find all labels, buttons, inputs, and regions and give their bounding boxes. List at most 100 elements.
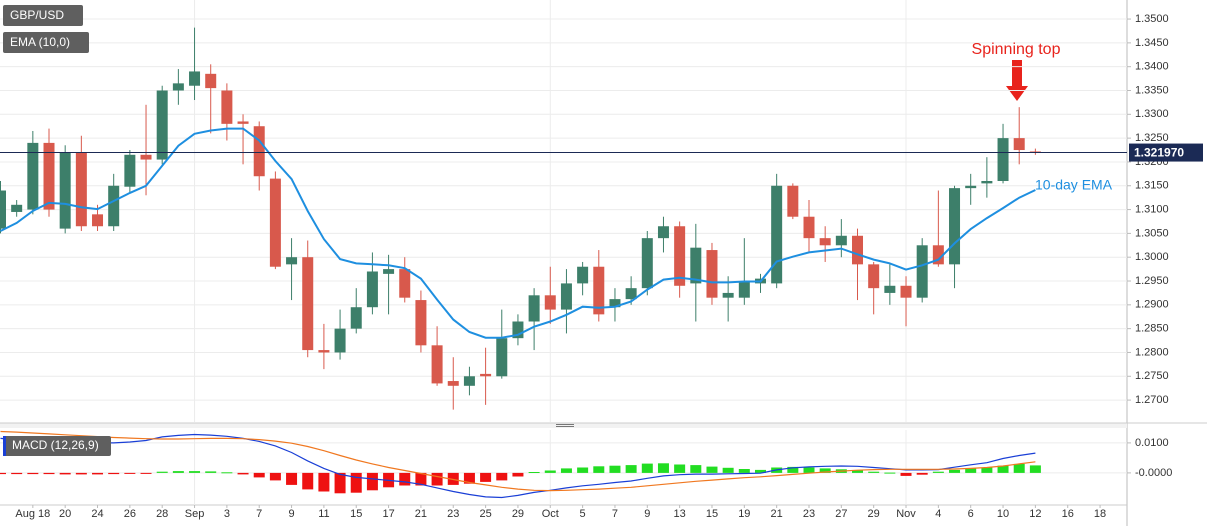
candle-body [447, 381, 459, 386]
histogram-bar [27, 472, 39, 475]
histogram-bar [253, 472, 265, 478]
histogram-bar [399, 472, 411, 486]
histogram-bar [172, 471, 184, 473]
y-tick-label: 1.3500 [1135, 13, 1169, 25]
annotation: Spinning top [972, 41, 1061, 58]
histogram-bar [0, 472, 6, 475]
histogram-bar [124, 472, 136, 474]
candle-body [237, 121, 249, 124]
histogram-bar [625, 465, 637, 473]
legend-label: EMA (10,0) [10, 35, 70, 49]
histogram-bar [803, 467, 815, 473]
panel-separator[interactable] [0, 423, 1127, 428]
histogram-bar [1013, 463, 1025, 473]
candle-body [205, 73, 217, 89]
histogram-bar [965, 468, 977, 473]
x-tick-label: 26 [124, 508, 136, 520]
candle-body [1029, 151, 1041, 153]
histogram-bar [981, 467, 993, 473]
candle-body [884, 285, 896, 293]
legend-box [3, 32, 89, 53]
candle-body [286, 257, 298, 265]
candle-body [415, 300, 427, 346]
x-tick-label: 15 [706, 508, 718, 520]
y-tick-label: 1.3050 [1135, 227, 1169, 239]
histogram-bar [496, 472, 508, 481]
histogram-bar [916, 472, 928, 475]
histogram-bar [59, 472, 71, 475]
candle-body [560, 283, 572, 310]
candle-body [528, 295, 540, 322]
candle-body [852, 235, 864, 265]
histogram-bar [205, 471, 217, 473]
x-tick-label: 23 [803, 508, 815, 520]
legend-marker [3, 436, 6, 456]
candle-body [544, 295, 556, 310]
x-tick-label: 28 [156, 508, 168, 520]
candle-body [868, 264, 880, 289]
y-tick-label: 1.3150 [1135, 180, 1169, 192]
x-tick-label: 4 [935, 508, 941, 520]
candle-body [965, 185, 977, 189]
histogram-bar [754, 469, 766, 473]
x-tick-label: 7 [612, 508, 618, 520]
candle-body [108, 185, 120, 227]
x-tick-label: 23 [447, 508, 459, 520]
legend-box [3, 436, 111, 456]
candle-body [269, 178, 281, 267]
candle-body [657, 226, 669, 239]
histogram-bar [787, 466, 799, 473]
candle-body [124, 154, 136, 187]
histogram-bar [366, 472, 378, 491]
panel-title: MACD (12,26,9) [12, 438, 99, 452]
x-tick-label: 18 [1094, 508, 1106, 520]
x-tick-label: 17 [382, 508, 394, 520]
y-tick-label: 1.3300 [1135, 108, 1169, 120]
candle-body [172, 83, 184, 91]
histogram-bar [544, 470, 556, 473]
candle-body [835, 235, 847, 246]
candle-body [0, 190, 6, 229]
macd-line [0, 430, 1036, 492]
x-tick-label: 13 [674, 508, 686, 520]
histogram-bar [237, 472, 249, 475]
candle-body [771, 185, 783, 284]
histogram-bar [706, 466, 718, 473]
histogram-bar [900, 472, 912, 476]
histogram-bar [75, 472, 87, 475]
histogram-bar [949, 469, 961, 473]
histogram-bar [819, 468, 831, 473]
histogram-bar [334, 472, 346, 494]
candle-body [11, 204, 23, 212]
candle-body [803, 216, 815, 239]
candle-body [92, 214, 104, 227]
x-tick-label: 16 [1062, 508, 1074, 520]
histogram-bar [221, 472, 233, 474]
histogram-bar [463, 472, 475, 484]
y-tick-label: 1.2700 [1135, 394, 1169, 406]
candle-body [1013, 138, 1025, 151]
candle-body [496, 338, 508, 377]
histogram-bar [641, 463, 653, 473]
candle-body [302, 257, 314, 351]
candle-body [383, 269, 395, 274]
histogram-bar [690, 465, 702, 473]
candle-body [463, 376, 475, 386]
histogram-bar [480, 472, 492, 482]
candle-body [43, 142, 55, 210]
candle-body [641, 238, 653, 289]
histogram-bar [318, 472, 330, 492]
x-tick-label: 19 [738, 508, 750, 520]
x-tick-label: Nov [896, 508, 916, 520]
histogram-bar [43, 472, 55, 475]
histogram-bar [609, 465, 621, 473]
candle-body [431, 345, 443, 384]
candle-body [625, 288, 637, 300]
x-tick-label: 20 [59, 508, 71, 520]
candle-body [593, 266, 605, 315]
resize-handle[interactable] [556, 424, 574, 427]
candle-body [609, 299, 621, 308]
candle-body [512, 321, 524, 339]
candle-body [156, 90, 168, 160]
